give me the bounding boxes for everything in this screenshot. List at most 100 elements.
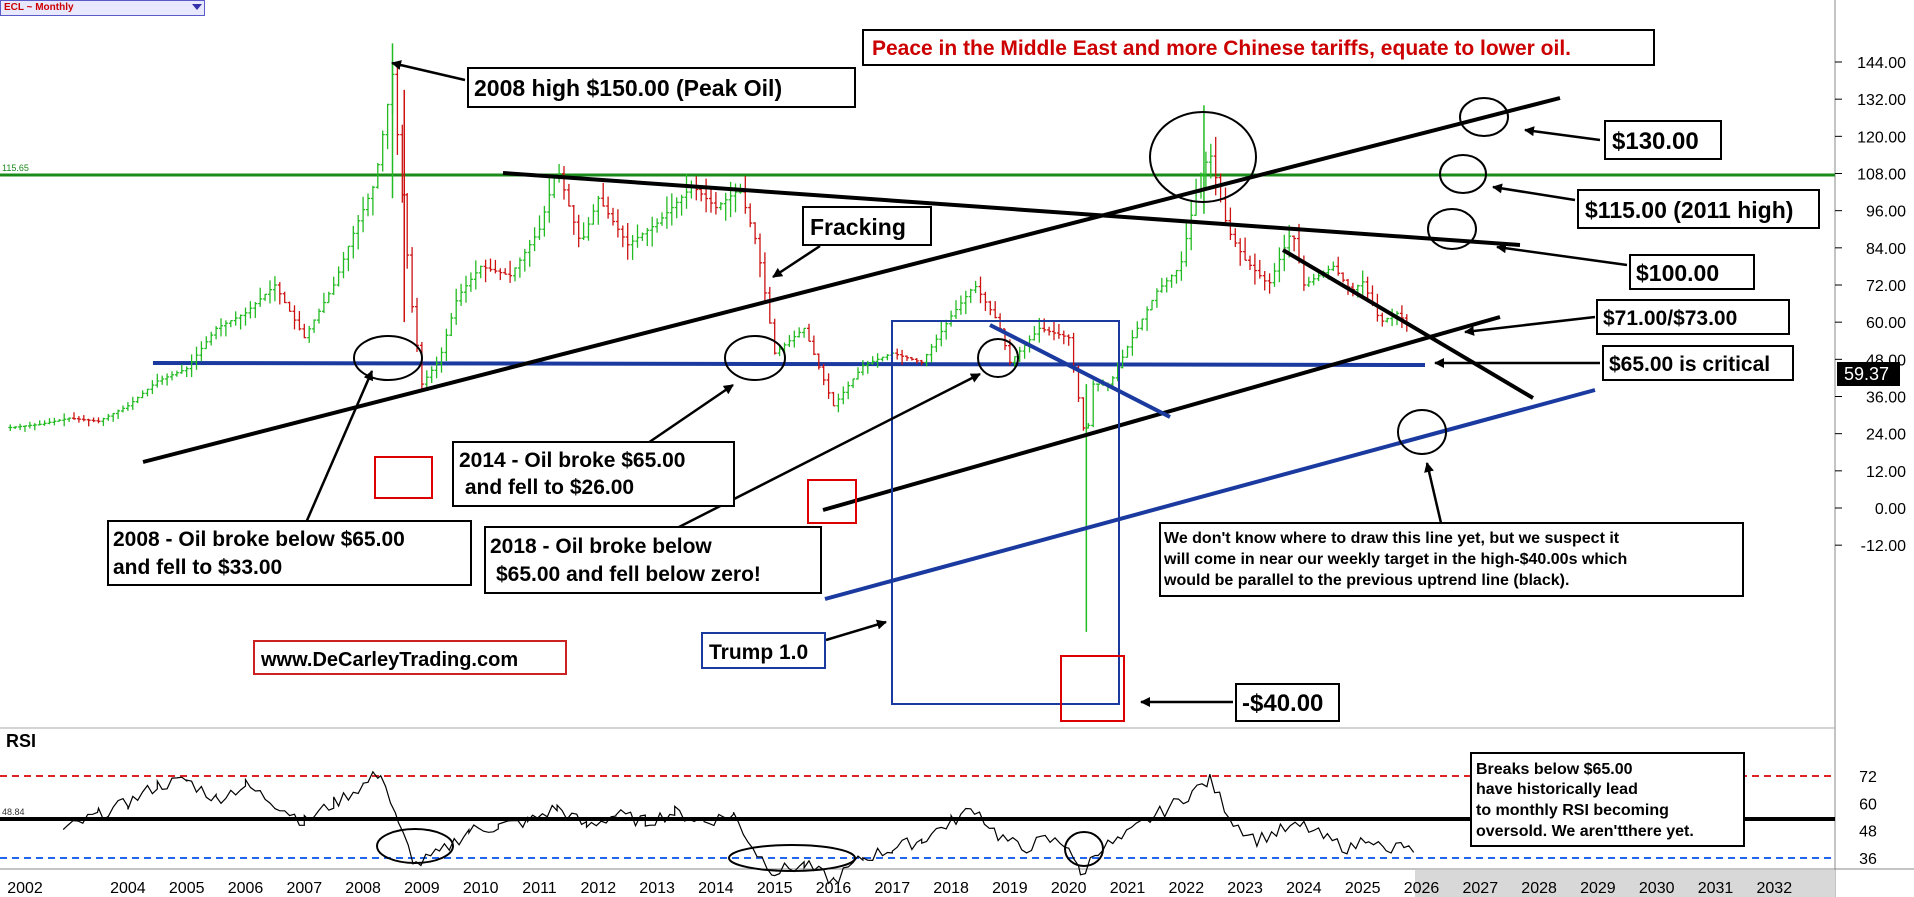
circle-2014 [724,335,786,381]
price-candle [1159,277,1164,293]
note-2014-line2: and fell to $26.00 [459,476,634,499]
lbl-65-box [1602,345,1794,381]
price-candle [856,367,860,380]
price-candle [1208,143,1213,179]
price-candle [669,193,674,226]
circle-130 [1459,97,1509,137]
price-candle [655,218,660,233]
price-candle [268,280,272,304]
price-candle [826,373,831,399]
price-candle [1311,273,1316,286]
y-tick-label: 120.00 [1857,129,1906,146]
circle-2008 [353,335,423,381]
price-candle [1341,272,1346,283]
price-candle [513,267,517,282]
x-tick-label: 2030 [1639,880,1675,897]
price-candle [62,413,67,427]
lbl-71: $71.00/$73.00 [1603,307,1737,330]
rsi-note-line4: oversold. We aren'tthere yet. [1476,823,1694,840]
price-candle [493,259,498,274]
price-candle [233,311,238,326]
rsi-tick-label: 72 [1859,769,1877,786]
price-candle [385,103,390,150]
price-candle [184,366,189,378]
suspect-note-line1: We don't know where to draw this line ye… [1164,530,1620,547]
price-candle [464,275,468,303]
price-candle [375,163,380,189]
price-candle [909,357,914,361]
rsi-tick-label: 60 [1859,796,1877,813]
price-candle [723,192,728,221]
red-box-2016 [807,479,857,524]
price-candle [302,323,307,339]
x-tick-label: 2026 [1404,880,1440,897]
price-candle [1150,299,1154,311]
price-candle [944,319,949,340]
x-tick-label: 2017 [875,880,911,897]
price-candle [351,225,356,259]
price-candle [993,301,998,319]
y-tick-label: 60.00 [1866,315,1906,332]
price-candle [1032,326,1037,341]
x-tick-label: 2002 [7,880,43,897]
price-candle [307,325,312,343]
price-candle [929,343,934,363]
price-candle [552,175,557,199]
x-tick-label: 2021 [1110,880,1146,897]
price-candle [532,227,537,252]
price-candle [47,418,52,425]
price-candle [1125,345,1130,358]
x-tick-label: 2028 [1521,880,1557,897]
price-candle [860,360,865,376]
price-candle [292,305,297,330]
symbol-selector[interactable]: ECL ~ Monthly [0,0,205,16]
price-candle [821,363,826,386]
chevron-down-icon[interactable] [192,4,202,10]
price-candle [581,222,586,240]
price-candle [150,380,155,395]
lbl-71-box [1596,299,1790,335]
price-candle [1267,273,1272,294]
price-candle [689,180,694,199]
price-candle [508,260,513,283]
price-candle [596,195,601,225]
price-candle [194,346,199,370]
x-tick-label: 2013 [639,880,675,897]
trump-label-box [701,632,826,669]
blue-down-line [989,323,1171,419]
price-candle [272,276,277,302]
red-box-2020 [1060,655,1125,722]
x-tick-label: 2025 [1345,880,1381,897]
price-candle [1262,271,1267,291]
price-candle [1194,178,1199,216]
rsi-line [62,770,1415,885]
price-candle [983,291,988,312]
price-candle [542,205,547,237]
price-candle [253,302,258,318]
last-price-box [1837,362,1900,386]
price-candle [870,356,875,365]
note-2014-line1: 2014 - Oil broke $65.00 [459,449,685,472]
price-candle [831,391,836,407]
price-candle [145,388,150,397]
x-tick-label: 2032 [1757,880,1793,897]
circle-2022-high [1149,111,1257,203]
x-tick-label: 2023 [1227,880,1263,897]
short-downtrend-line [1281,248,1535,400]
lbl-100-box [1629,254,1755,290]
price-candle [1174,269,1179,284]
price-candle [674,197,679,219]
price-candle [243,307,248,326]
price-candle [321,292,326,314]
support-65-line [152,361,1426,367]
price-candle [880,356,885,362]
price-candle [787,335,792,348]
price-candle [96,417,101,424]
neg40-box [1235,683,1340,722]
price-candle [620,225,625,248]
price-candle [135,396,140,404]
trump-label: Trump 1.0 [709,641,808,664]
trump-box [891,320,1120,705]
price-candle [1066,334,1071,346]
price-candle [625,222,630,260]
